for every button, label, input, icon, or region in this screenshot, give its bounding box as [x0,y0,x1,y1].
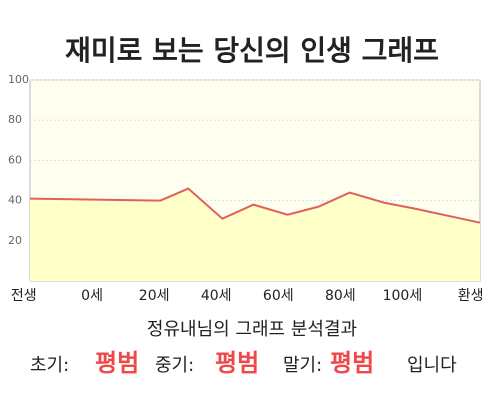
x-tick-label: 0세 [81,288,103,304]
x-tick-label: 60세 [263,288,294,304]
x-tick-label: 20세 [139,288,170,304]
y-tick-label: 40 [8,194,22,207]
x-tick-label: 환생 [458,288,484,304]
summary-label: 중기: [155,355,194,376]
x-tick-label: 전생 [11,288,37,304]
summary-value: 평범 [330,349,374,377]
x-tick-label: 40세 [201,288,232,304]
summary-ending: 입니다 [407,355,457,376]
summary-value: 평범 [215,349,259,377]
summary-label: 말기: [283,355,322,376]
chart-title: 재미로 보는 당신의 인생 그래프 [65,34,439,67]
y-tick-label: 80 [8,113,22,126]
area [30,188,480,281]
summary-heading: 정유내님의 그래프 분석결과 [147,319,357,340]
y-tick-label: 20 [8,234,22,247]
y-tick-label: 60 [8,153,22,166]
y-tick-label: 100 [8,73,29,86]
summary-value: 평범 [95,349,139,377]
summary-line: 초기: 평범 중기: 평범 말기: 평범 입니다 [30,349,457,377]
summary-label: 초기: [30,355,69,376]
x-tick-label: 100세 [383,288,423,304]
line [29,187,481,224]
x-tick-label: 80세 [325,288,356,304]
